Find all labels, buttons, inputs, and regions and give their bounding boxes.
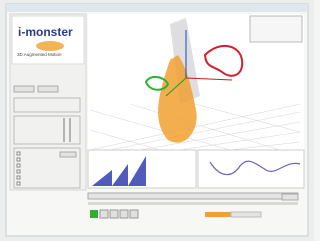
app-window: i-monster 3D Augmented Motion [0, 0, 314, 241]
button[interactable] [282, 194, 298, 200]
graph-right [198, 150, 304, 188]
checkbox[interactable] [17, 176, 20, 179]
timeline[interactable] [88, 193, 298, 199]
checkbox[interactable] [17, 158, 20, 161]
logo-swoosh [36, 41, 64, 51]
checkbox[interactable] [17, 152, 20, 155]
info-panel [250, 16, 302, 42]
page: i-monster 3D Augmented Motion [0, 0, 314, 241]
logo-subtitle: 3D Augmented Motion [17, 52, 62, 57]
checkbox[interactable] [17, 182, 20, 185]
title-bar [6, 4, 308, 12]
control-button[interactable] [110, 210, 118, 218]
control-button[interactable] [100, 210, 108, 218]
button[interactable] [60, 152, 76, 157]
control-button[interactable] [130, 210, 138, 218]
checkbox[interactable] [17, 164, 20, 167]
checkbox[interactable] [17, 170, 20, 173]
play-button[interactable] [90, 210, 98, 218]
button[interactable] [14, 86, 34, 92]
button[interactable] [38, 86, 58, 92]
control-button[interactable] [120, 210, 128, 218]
progress-track [231, 212, 261, 217]
logo: i-monster [18, 25, 73, 39]
progress-bar [205, 212, 231, 217]
scrollbar[interactable] [88, 202, 298, 205]
